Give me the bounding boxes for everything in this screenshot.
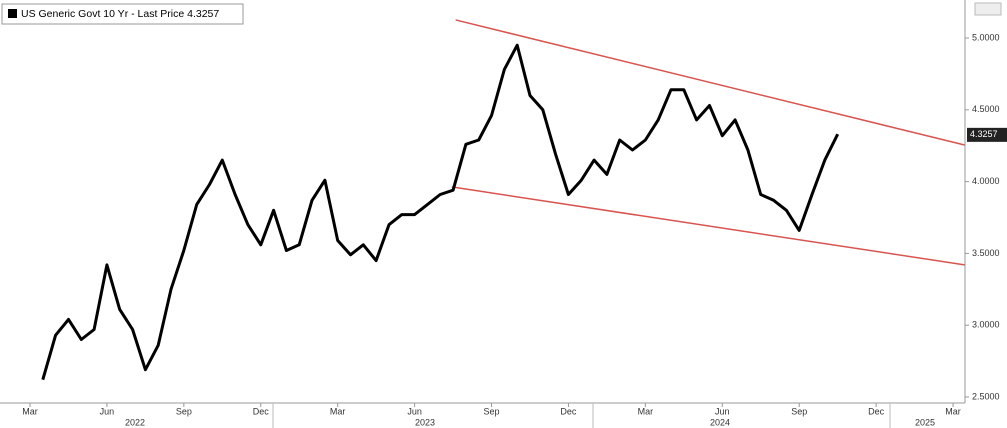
last-price-tag xyxy=(967,127,1007,142)
y-tick-label: 5.0000 xyxy=(972,32,1000,42)
x-tick-label: Mar xyxy=(945,406,961,416)
legend-swatch xyxy=(8,9,17,18)
x-tick-label: Mar xyxy=(638,406,654,416)
trend-line xyxy=(455,19,965,146)
y-tick-label: 4.0000 xyxy=(972,176,1000,186)
legend-text: US Generic Govt 10 Yr - Last Price 4.325… xyxy=(21,8,219,20)
legend-name: US Generic Govt 10 Yr - Last Price xyxy=(21,8,184,20)
x-tick-label: Sep xyxy=(791,406,807,416)
price-line xyxy=(41,43,840,381)
x-tick-label: Jun xyxy=(715,406,730,416)
y-tick-label: 3.0000 xyxy=(972,320,1000,330)
year-label: 2022 xyxy=(125,417,145,427)
y-tick-label: 4.5000 xyxy=(972,104,1000,114)
last-price-label: 4.3257 xyxy=(970,129,998,139)
trend-line xyxy=(451,186,965,266)
x-tick-label: Sep xyxy=(484,406,500,416)
toolbar-icon[interactable] xyxy=(974,2,1002,16)
x-tick-label: Jun xyxy=(100,406,115,416)
x-tick-label: Dec xyxy=(868,406,885,416)
y-tick-label: 3.5000 xyxy=(972,248,1000,258)
x-tick-label: Mar xyxy=(22,406,38,416)
year-label: 2025 xyxy=(915,417,935,427)
x-tick-label: Jun xyxy=(407,406,422,416)
y-tick-label: 2.5000 xyxy=(972,391,1000,401)
year-label: 2024 xyxy=(710,417,730,427)
legend-last-value: 4.3257 xyxy=(187,8,219,20)
legend-box xyxy=(1,3,244,25)
x-tick-label: Mar xyxy=(330,406,346,416)
x-tick-label: Sep xyxy=(176,406,192,416)
x-tick-label: Dec xyxy=(253,406,270,416)
x-tick-label: Dec xyxy=(560,406,577,416)
year-label: 2023 xyxy=(415,417,435,427)
